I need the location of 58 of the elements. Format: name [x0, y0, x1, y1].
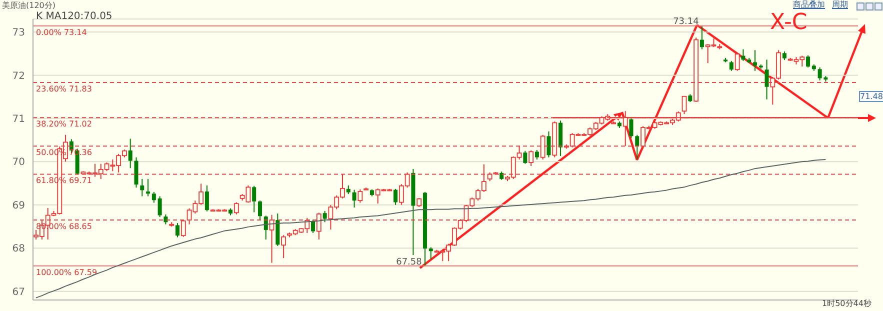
ref-line-label: 23.60% 71.83 [36, 84, 92, 94]
ref-line-label: 38.20% 71.02 [36, 120, 92, 129]
candlestick [164, 214, 168, 225]
candlestick [134, 156, 138, 188]
candlestick [140, 178, 144, 197]
candlestick [358, 188, 363, 204]
candlestick [700, 25, 704, 50]
candlestick [352, 189, 356, 208]
candlestick [128, 138, 132, 169]
candlestick [281, 234, 286, 259]
candlestick [146, 178, 150, 197]
candlestick [622, 110, 628, 147]
candlestick [682, 95, 687, 115]
candlestick [258, 200, 262, 221]
text: 商品叠加 [793, 0, 825, 10]
candlestick [546, 130, 551, 158]
annotation: 71.48 [859, 91, 883, 102]
candlestick [806, 54, 810, 68]
candlestick [394, 188, 398, 206]
y-tick-label: 69 [12, 200, 25, 212]
candlestick [252, 185, 256, 213]
y-tick-label: 67 [12, 286, 25, 298]
candlestick [152, 191, 156, 204]
text: 周期 [832, 0, 848, 10]
annotation: 67.58 [396, 257, 422, 268]
candlestick [729, 60, 734, 72]
ref-line-label: 100.00% 67.59 [36, 268, 98, 277]
candlestick [752, 50, 757, 72]
candlestick [635, 134, 640, 160]
candlestick [234, 202, 239, 215]
candlestick [734, 52, 740, 72]
y-tick-label: 68 [12, 244, 25, 255]
candlestick [416, 197, 422, 208]
y-tick-label: 72 [12, 70, 25, 82]
candlestick [534, 149, 539, 160]
annotation: 1时50分44秒 [822, 299, 872, 309]
candlestick [311, 219, 316, 234]
line-series [35, 159, 826, 298]
candlestick [322, 210, 327, 223]
candlestick [158, 196, 162, 218]
chart-title: 美原油(120分) [2, 0, 56, 11]
candlestick [528, 150, 534, 166]
annotation: 73.14 [673, 16, 700, 27]
annotation: K MA120:70.05 [36, 11, 112, 22]
candlestick [316, 212, 322, 240]
candlestick [180, 219, 186, 238]
y-tick-label: 70 [12, 157, 25, 168]
candlestick [175, 222, 180, 238]
candlestick [540, 134, 546, 160]
candlestick [629, 118, 634, 138]
candlestick [764, 59, 769, 100]
candlestick [741, 48, 746, 62]
candlestick [428, 246, 433, 260]
y-tick-label: 71 [12, 114, 25, 125]
candlestick [523, 150, 528, 164]
y-tick-label: 73 [12, 28, 25, 39]
ref-line-label: 0.00% 73.14 [36, 28, 87, 37]
candlestick [204, 184, 209, 212]
